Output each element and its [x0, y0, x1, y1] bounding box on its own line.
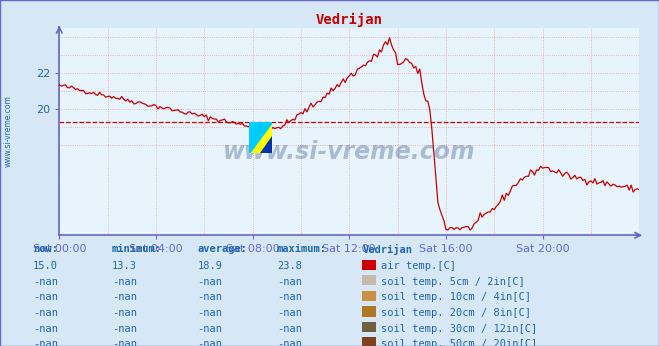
Text: maximum:: maximum:: [277, 244, 327, 254]
Text: soil temp. 10cm / 4in[C]: soil temp. 10cm / 4in[C]: [381, 292, 531, 302]
Text: Vedrijan: Vedrijan: [362, 244, 413, 255]
Text: -nan: -nan: [112, 339, 137, 346]
Text: -nan: -nan: [33, 339, 58, 346]
Text: soil temp. 50cm / 20in[C]: soil temp. 50cm / 20in[C]: [381, 339, 537, 346]
Text: -nan: -nan: [277, 277, 302, 287]
Text: -nan: -nan: [33, 308, 58, 318]
Text: -nan: -nan: [277, 339, 302, 346]
Text: soil temp. 5cm / 2in[C]: soil temp. 5cm / 2in[C]: [381, 277, 525, 287]
Text: 15.0: 15.0: [33, 261, 58, 271]
Text: -nan: -nan: [112, 292, 137, 302]
Text: -nan: -nan: [198, 277, 223, 287]
Text: soil temp. 20cm / 8in[C]: soil temp. 20cm / 8in[C]: [381, 308, 531, 318]
Text: 18.9: 18.9: [198, 261, 223, 271]
Text: -nan: -nan: [33, 277, 58, 287]
Text: -nan: -nan: [112, 308, 137, 318]
Text: -nan: -nan: [33, 292, 58, 302]
Polygon shape: [260, 136, 272, 153]
Text: -nan: -nan: [33, 324, 58, 334]
Text: -nan: -nan: [277, 308, 302, 318]
Polygon shape: [249, 122, 272, 153]
Text: 13.3: 13.3: [112, 261, 137, 271]
Text: -nan: -nan: [198, 324, 223, 334]
Text: -nan: -nan: [277, 324, 302, 334]
Text: -nan: -nan: [198, 308, 223, 318]
Text: -nan: -nan: [277, 292, 302, 302]
Text: air temp.[C]: air temp.[C]: [381, 261, 456, 271]
Text: minimum:: minimum:: [112, 244, 162, 254]
Text: soil temp. 30cm / 12in[C]: soil temp. 30cm / 12in[C]: [381, 324, 537, 334]
Title: Vedrijan: Vedrijan: [316, 12, 383, 27]
Text: average:: average:: [198, 244, 248, 254]
Text: 23.8: 23.8: [277, 261, 302, 271]
Text: www.si-vreme.com: www.si-vreme.com: [3, 95, 13, 167]
Text: -nan: -nan: [112, 324, 137, 334]
Text: -nan: -nan: [198, 292, 223, 302]
Text: -nan: -nan: [198, 339, 223, 346]
Text: www.si-vreme.com: www.si-vreme.com: [223, 140, 476, 164]
Text: -nan: -nan: [112, 277, 137, 287]
Text: now:: now:: [33, 244, 58, 254]
Polygon shape: [249, 122, 272, 153]
